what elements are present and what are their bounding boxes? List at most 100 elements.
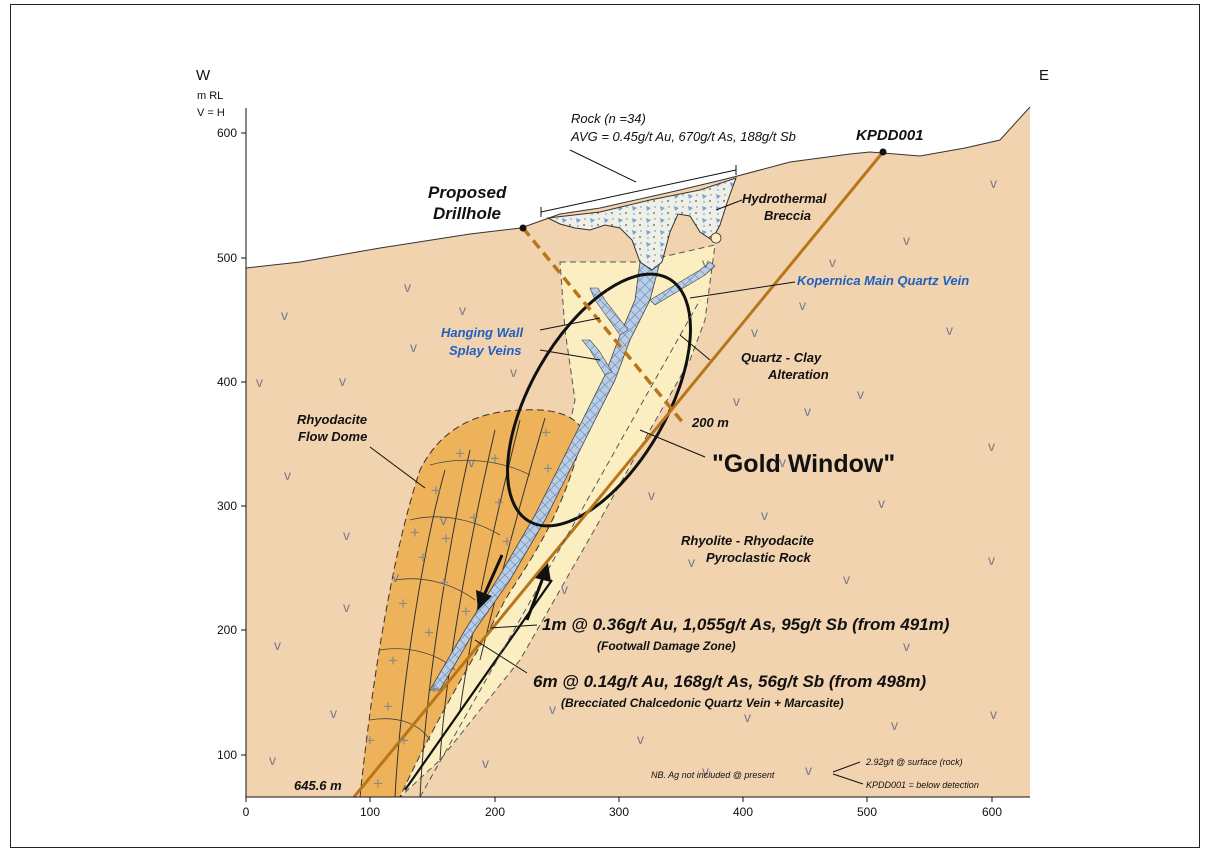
svg-text:+: + (461, 602, 471, 621)
scale-label: V = H (197, 107, 225, 119)
fault-movement-arrows (476, 554, 551, 621)
depth-200-label: 200 m (691, 415, 729, 430)
hydrothermal-breccia (546, 177, 737, 271)
x-tick-100: 100 (360, 805, 380, 819)
x-tick-300: 300 (609, 805, 629, 819)
proposed-drillhole-label-2: Drillhole (433, 204, 501, 223)
breccia-label-1: Hydrothermal (742, 191, 827, 206)
svg-text:v: v (410, 339, 417, 355)
svg-text:v: v (637, 731, 644, 747)
svg-text:v: v (468, 454, 475, 470)
proposed-collar (519, 224, 527, 232)
x-tick-500: 500 (857, 805, 877, 819)
svg-text:v: v (330, 705, 337, 721)
svg-text:v: v (843, 571, 850, 587)
y-tick-600: 600 (217, 126, 237, 140)
svg-text:v: v (988, 438, 995, 454)
x-tick-0: 0 (243, 805, 250, 819)
note-kpdd001-label: KPDD001 = below detection (866, 780, 979, 790)
dome-plus-symbols: + + + + + + + + + + + + + + + + + + + + + (365, 423, 553, 793)
kpdd001-collar (879, 148, 887, 156)
topographic-surface (245, 106, 1031, 269)
rock-sample-label-1: Rock (n =34) (571, 111, 646, 126)
svg-text:v: v (482, 755, 489, 771)
svg-text:v: v (891, 717, 898, 733)
west-label: W (196, 67, 211, 84)
svg-text:+: + (431, 481, 441, 500)
y-axis: 600 500 400 300 200 100 (217, 108, 247, 797)
rock-sample-bar (540, 149, 737, 217)
svg-text:+: + (383, 697, 393, 716)
svg-text:v: v (343, 527, 350, 543)
svg-text:v: v (688, 554, 695, 570)
breccia-label-2: Breccia (764, 208, 811, 223)
svg-text:+: + (502, 532, 512, 551)
x-axis: 0 100 200 300 400 500 600 (243, 796, 1030, 819)
note-ag-label: NB. Ag not included @ present (651, 770, 775, 780)
svg-text:v: v (751, 324, 758, 340)
svg-text:v: v (281, 307, 288, 323)
svg-text:+: + (490, 449, 500, 468)
intercept-2-sublabel: (Brecciated Chalcedonic Quartz Vein + Ma… (561, 696, 844, 710)
svg-text:+: + (399, 731, 409, 750)
svg-text:v: v (733, 393, 740, 409)
gold-window-label: "Gold Window" (712, 450, 895, 478)
x-tick-400: 400 (733, 805, 753, 819)
rhyodacite-label-2: Flow Dome (298, 429, 367, 444)
svg-text:v: v (561, 581, 568, 597)
kpdd001-label: KPDD001 (856, 127, 924, 144)
y-tick-300: 300 (217, 499, 237, 513)
kpdd001-drillhole (352, 151, 885, 798)
svg-text:v: v (903, 232, 910, 248)
svg-text:v: v (343, 599, 350, 615)
leader-lines (369, 199, 864, 785)
quartz-clay-label-1: Quartz - Clay (741, 350, 822, 365)
svg-text:v: v (256, 374, 263, 390)
svg-text:v: v (269, 752, 276, 768)
svg-text:+: + (441, 529, 451, 548)
svg-text:+: + (418, 548, 428, 567)
svg-text:+: + (439, 573, 449, 592)
y-tick-200: 200 (217, 623, 237, 637)
proposed-drillhole (521, 226, 686, 426)
svg-text:v: v (284, 467, 291, 483)
proposed-drillhole-label-1: Proposed (428, 183, 507, 202)
svg-text:v: v (988, 552, 995, 568)
svg-text:v: v (459, 302, 466, 318)
svg-text:v: v (779, 454, 786, 470)
svg-text:v: v (946, 322, 953, 338)
svg-text:v: v (799, 297, 806, 313)
y-tick-400: 400 (217, 375, 237, 389)
svg-text:+: + (424, 623, 434, 642)
svg-text:v: v (702, 763, 709, 779)
svg-text:v: v (990, 706, 997, 722)
svg-text:+: + (541, 423, 551, 442)
quartz-clay-label-2: Alteration (767, 367, 829, 382)
svg-text:+: + (543, 459, 553, 478)
svg-text:+: + (388, 651, 398, 670)
intercept-1-sublabel: (Footwall Damage Zone) (597, 639, 736, 653)
hanging-wall-label-1: Hanging Wall (441, 325, 523, 340)
svg-text:v: v (648, 487, 655, 503)
svg-text:v: v (990, 175, 997, 191)
svg-text:v: v (744, 709, 751, 725)
svg-text:v: v (857, 386, 864, 402)
svg-text:+: + (494, 493, 504, 512)
svg-text:v: v (878, 495, 885, 511)
svg-text:v: v (549, 701, 556, 717)
pyroclastic-label-2: Pyroclastic Rock (706, 550, 812, 565)
svg-text:v: v (274, 637, 281, 653)
svg-text:v: v (805, 762, 812, 778)
svg-text:v: v (404, 279, 411, 295)
rhyodacite-label-1: Rhyodacite (297, 412, 367, 427)
svg-text:v: v (761, 507, 768, 523)
host-rock-v-symbols: vvv vv v vvv vvv vvv v vv vvv vvv vvv vvv … (256, 175, 997, 779)
svg-text:v: v (440, 512, 447, 528)
svg-text:v: v (510, 364, 517, 380)
main-vein-label: Kopernica Main Quartz Vein (797, 273, 969, 288)
intercept-2-label: 6m @ 0.14g/t Au, 168g/t As, 56g/t Sb (fr… (533, 672, 927, 691)
fault-line-east (419, 299, 701, 798)
unit-label: m RL (197, 90, 223, 102)
svg-text:v: v (903, 638, 910, 654)
